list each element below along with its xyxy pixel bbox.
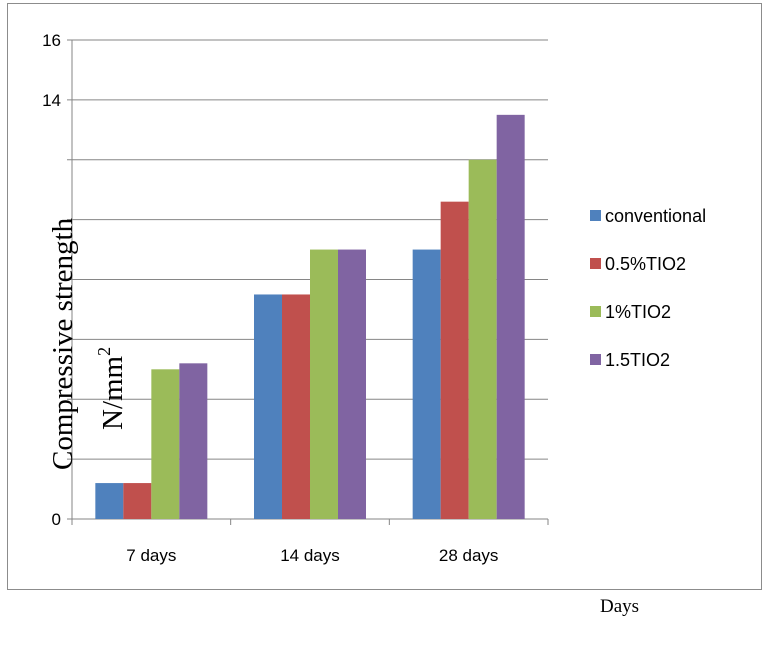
legend-label: 1%TIO2: [605, 302, 671, 322]
legend-swatch: [590, 258, 601, 269]
x-axis-label: Days: [600, 596, 640, 617]
legend-swatch: [590, 354, 601, 365]
bar-conventional-28-days: [412, 249, 441, 519]
bar-1%TIO2-28-days: [468, 159, 497, 519]
legend-label: conventional: [605, 206, 706, 226]
bar-1.5TIO2-7-days: [179, 363, 208, 519]
x-tick-label: 28 days: [439, 546, 499, 565]
legend-swatch: [590, 306, 601, 317]
bar-0.5%TIO2-7-days: [123, 483, 152, 519]
x-tick-label: 14 days: [280, 546, 340, 565]
legend-label: 0.5%TIO2: [605, 254, 686, 274]
bar-0.5%TIO2-28-days: [440, 201, 469, 519]
y-axis-label-title: Compressive strength: [47, 217, 79, 470]
y-tick-label: 0: [52, 510, 61, 529]
bar-1%TIO2-14-days: [310, 249, 338, 519]
bar-1.5TIO2-14-days: [338, 249, 366, 519]
bar-0.5%TIO2-14-days: [282, 294, 310, 519]
y-tick-label: 16: [42, 31, 61, 50]
bar-conventional-7-days: [95, 483, 124, 519]
y-axis-label-unit-sup: 2: [94, 347, 114, 356]
y-axis-label: Compressive strength N/mm2: [47, 211, 129, 470]
bar-conventional-14-days: [254, 294, 282, 519]
tick-labels: 7 days 14 days 28 days 0 14 16: [42, 31, 498, 565]
bar-1%TIO2-7-days: [151, 369, 180, 519]
legend: conventional 0.5%TIO2 1%TIO2 1.5TIO2: [590, 206, 706, 370]
bars: [95, 114, 525, 519]
y-tick-label: 14: [42, 91, 61, 110]
bar-1.5TIO2-28-days: [496, 114, 525, 519]
legend-swatch: [590, 210, 601, 221]
legend-label: 1.5TIO2: [605, 350, 670, 370]
y-axis-label-unit: N/mm: [97, 355, 129, 430]
x-tick-label: 7 days: [126, 546, 176, 565]
